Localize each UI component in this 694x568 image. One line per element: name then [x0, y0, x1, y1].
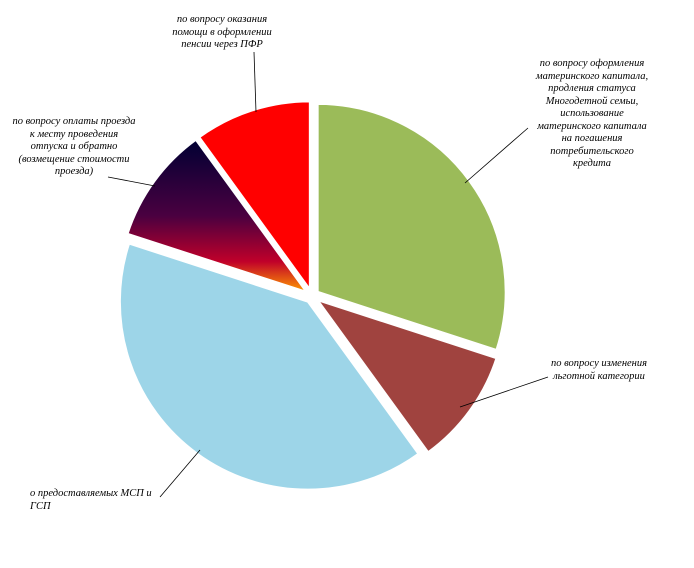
slice-label: по вопросу оплаты проезда к месту провед… [12, 116, 136, 177]
pie-slice [315, 298, 498, 454]
leader-line [159, 449, 201, 498]
leader-line [107, 176, 156, 187]
slice-label: по вопросу оказания помощи в оформлении … [172, 14, 272, 50]
slice-label: по вопросу оформления материнского капит… [535, 58, 649, 169]
slice-label: о предоставляемых МСП и ГСП [30, 488, 152, 512]
slice-label: по вопросу изменения льготной категории [550, 358, 648, 382]
leader-line [253, 51, 257, 113]
pie-slice [126, 138, 309, 294]
pie-slice [316, 102, 507, 352]
pie-slice [197, 100, 311, 293]
pie-slice [118, 242, 420, 491]
leader-line [459, 376, 549, 408]
leader-line [464, 127, 529, 184]
